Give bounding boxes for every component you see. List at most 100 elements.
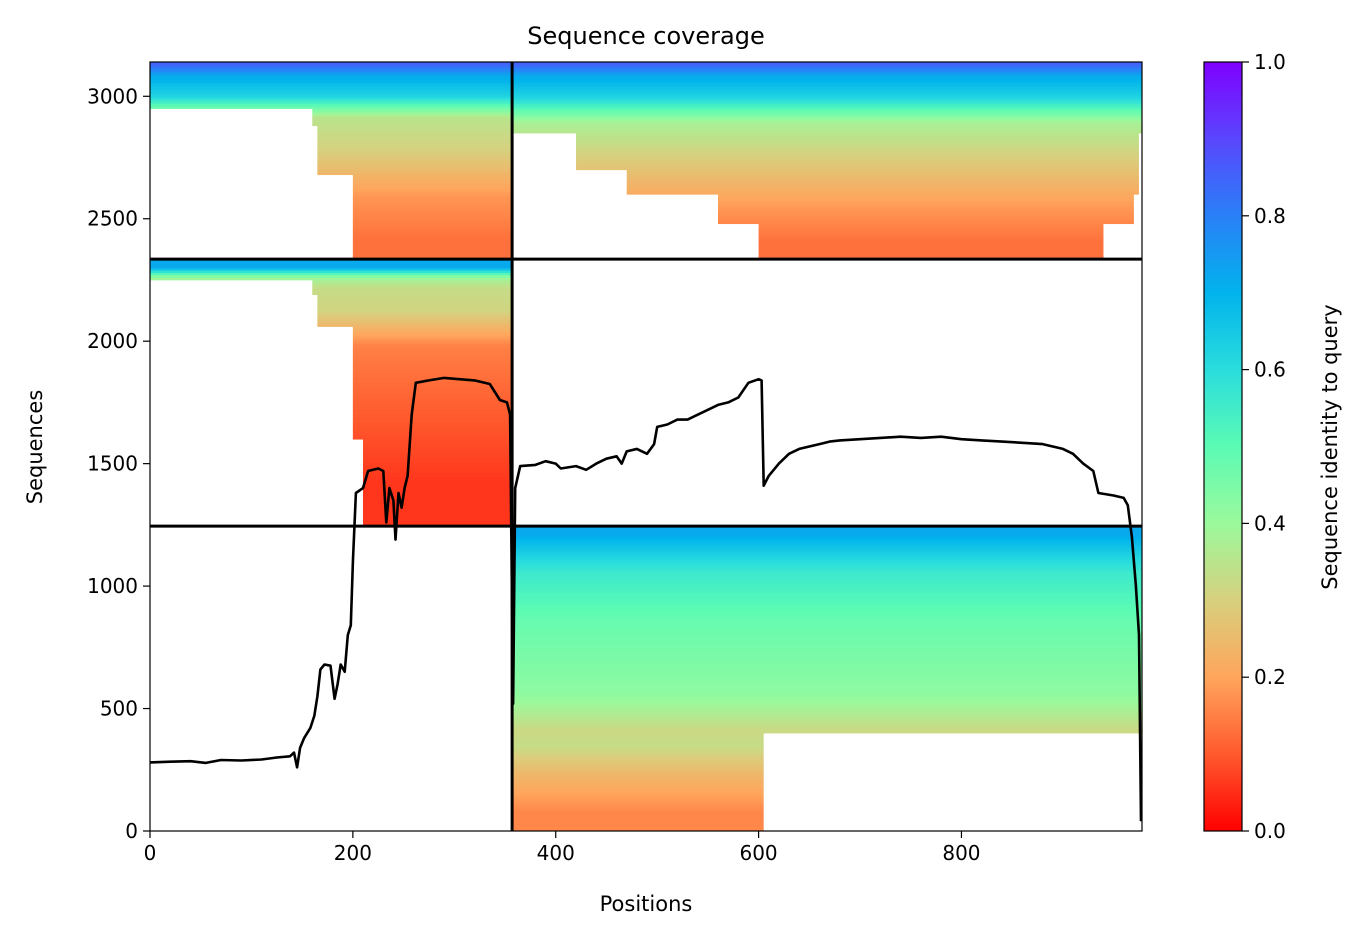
coverage-strip (512, 688, 1142, 692)
coverage-strip (512, 586, 1142, 589)
coverage-strip (512, 568, 1142, 572)
coverage-strip (312, 110, 513, 114)
coverage-strip (352, 234, 513, 238)
coverage-strip (512, 539, 1142, 543)
coverage-strip (512, 617, 1142, 621)
coverage-strip (512, 549, 1142, 553)
coverage-strip (150, 106, 513, 109)
coverage-strip (758, 234, 1104, 238)
coverage-strip (363, 455, 513, 458)
coverage-strip (512, 811, 764, 815)
coverage-strip (758, 249, 1104, 253)
coverage-strip (150, 74, 513, 78)
coverage-strip (512, 669, 1142, 673)
coverage-strip (352, 186, 513, 190)
coverage-strip (626, 191, 1139, 195)
y-tick-label: 500 (100, 697, 138, 721)
coverage-strip (150, 76, 513, 80)
coverage-strip (363, 469, 513, 473)
colorbar-tick-label: 0.0 (1254, 819, 1286, 843)
coverage-strip (512, 808, 764, 812)
coverage-strip (363, 511, 513, 515)
coverage-strip (352, 390, 513, 394)
coverage-strip (352, 189, 513, 193)
coverage-strip (317, 302, 513, 305)
coverage-strip (363, 467, 513, 471)
coverage-strip (512, 576, 1142, 580)
coverage-strip (512, 720, 1142, 724)
coverage-strip (352, 343, 513, 347)
coverage-strip (512, 529, 1142, 533)
coverage-strip (352, 242, 513, 245)
coverage-strip (512, 782, 764, 785)
coverage-strip (512, 740, 764, 744)
coverage-strip (312, 279, 513, 283)
coverage-strip (317, 155, 513, 158)
coverage-strip (512, 642, 1142, 646)
coverage-strip (352, 353, 513, 357)
coverage-strip (150, 262, 513, 266)
coverage-strip (512, 786, 764, 790)
coverage-strip (512, 747, 764, 751)
coverage-strip (512, 784, 764, 788)
coverage-strip (363, 504, 513, 507)
coverage-strip (352, 346, 513, 349)
coverage-strip (317, 319, 513, 322)
coverage-strip (317, 304, 513, 308)
colorbar-tick-label: 0.6 (1254, 358, 1286, 382)
coverage-strip (352, 375, 513, 379)
coverage-strip (512, 654, 1142, 658)
coverage-strip (317, 157, 513, 161)
coverage-strip (512, 777, 764, 780)
coverage-strip (512, 593, 1142, 597)
coverage-strip (352, 336, 513, 340)
coverage-strip (512, 632, 1142, 636)
coverage-strip (626, 186, 1139, 190)
coverage-strip (512, 715, 1142, 719)
coverage-strip (363, 489, 513, 493)
coverage-strip (512, 69, 1142, 73)
coverage-strip (363, 440, 513, 444)
coverage-strip (512, 578, 1142, 582)
coverage-strip (352, 402, 513, 406)
coverage-strip (352, 222, 513, 226)
coverage-strip (363, 474, 513, 478)
coverage-strip (363, 472, 513, 476)
coverage-strip (512, 71, 1142, 75)
coverage-strip (758, 246, 1104, 250)
coverage-strip (150, 101, 513, 105)
coverage-strip (150, 84, 513, 87)
coverage-strip (317, 140, 513, 144)
coverage-strip (352, 414, 513, 418)
coverage-strip (626, 172, 1139, 176)
coverage-strip (512, 537, 1142, 540)
coverage-strip (150, 272, 513, 276)
coverage-strip (363, 484, 513, 488)
block-top-right (512, 62, 1142, 260)
coverage-strip (363, 521, 513, 525)
coverage-strip (352, 194, 513, 198)
coverage-strip (150, 88, 513, 92)
coverage-strip (512, 630, 1142, 634)
coverage-strip (512, 81, 1142, 85)
coverage-strip (512, 701, 1142, 705)
coverage-strip (352, 385, 513, 389)
coverage-strip (150, 103, 513, 107)
coverage-strip (512, 564, 1142, 567)
coverage-strip (512, 546, 1142, 550)
coverage-strip (512, 725, 1142, 729)
coverage-strip (576, 135, 1139, 139)
coverage-strip (150, 275, 513, 278)
coverage-strip (312, 284, 513, 288)
coverage-strip (626, 182, 1139, 185)
coverage-strip (512, 703, 1142, 707)
chart-title: Sequence coverage (527, 22, 764, 50)
coverage-strip (512, 128, 1142, 131)
coverage-strip (512, 745, 764, 749)
coverage-strip (352, 246, 513, 250)
block-top-left (150, 62, 513, 260)
coverage-strip (312, 120, 513, 124)
coverage-strip (512, 639, 1142, 643)
y-tick-label: 2000 (87, 329, 138, 353)
coverage-strip (512, 620, 1142, 624)
